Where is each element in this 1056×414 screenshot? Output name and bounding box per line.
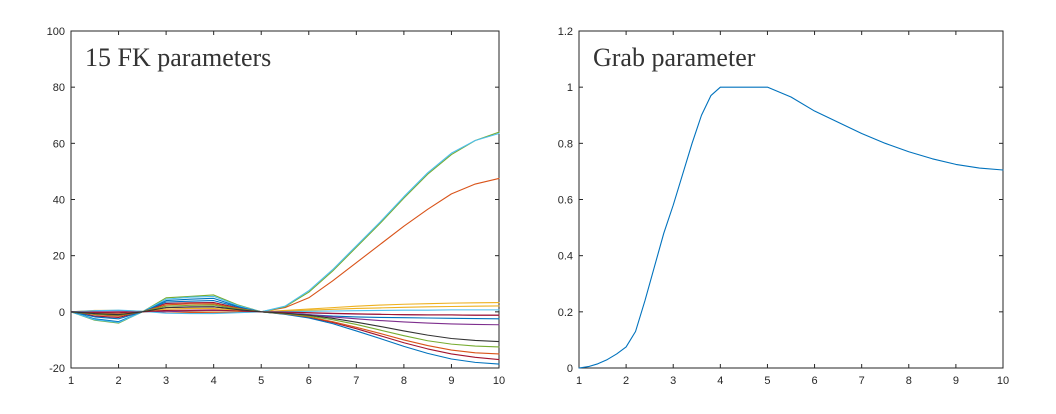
- fk-plot-area: [70, 30, 500, 369]
- grab-series-lines: [578, 86, 1004, 369]
- grab-x-tick-label: 4: [717, 375, 723, 387]
- grab-y-tick-label: 1.2: [558, 26, 573, 38]
- grab-series-line-1: [578, 86, 1004, 369]
- grab-x-tick-label: 9: [953, 375, 959, 387]
- fk-x-tick-label: 7: [353, 375, 359, 387]
- grab-x-tick-label: 5: [764, 375, 770, 387]
- grab-y-tick-label: 0.8: [558, 138, 573, 150]
- grab-x-tick-label: 6: [811, 375, 817, 387]
- grab-y-tick-label: 0.2: [558, 307, 573, 319]
- grab-x-tick-label: 8: [906, 375, 912, 387]
- fk-series-lines: [70, 131, 500, 365]
- fk-x-tick-label: 1: [68, 375, 74, 387]
- fk-x-tick-label: 6: [306, 375, 312, 387]
- fk-axis-ticks: 1 2 3 4 5 6 7 8 9 10 -20 0 20 40 60 80 100: [47, 26, 505, 387]
- grab-y-tick-label: 1: [567, 82, 573, 94]
- grab-plot-area: [578, 30, 1004, 369]
- fk-y-tick-label: 40: [53, 195, 65, 207]
- fk-y-tick-label: -20: [49, 363, 65, 375]
- fk-series-line-15: [70, 306, 500, 343]
- grab-y-tick-label: 0.4: [558, 251, 573, 263]
- grab-x-tick-label: 10: [997, 375, 1009, 387]
- grab-y-tick-label: 0.6: [558, 195, 573, 207]
- grab-axis-ticks: 1 2 3 4 5 6 7 8 9 10 0 0.2 0.4 0.6 0.8 1 1.2: [558, 26, 1009, 387]
- fk-parameters-chart: 1 2 3 4 5 6 7 8 9 10 -20 0 20 40 60 80 100 15 FK paramet…: [47, 26, 505, 387]
- fk-y-tick-label: 60: [53, 138, 65, 150]
- grab-x-tick-label: 1: [576, 375, 582, 387]
- fk-x-tick-label: 5: [258, 375, 264, 387]
- grab-parameter-chart: 1 2 3 4 5 6 7 8 9 10 0 0.2 0.4 0.6 0.8 1 1.2 Grab parame…: [558, 26, 1009, 387]
- grab-x-tick-label: 2: [623, 375, 629, 387]
- grab-x-tick-label: 7: [859, 375, 865, 387]
- fk-y-tick-label: 20: [53, 251, 65, 263]
- grab-y-tick-label: 0: [567, 363, 573, 375]
- grab-x-tick-label: 3: [670, 375, 676, 387]
- fk-series-line-13: [70, 309, 500, 315]
- fk-x-tick-label: 3: [163, 375, 169, 387]
- fk-chart-title: 15 FK parameters: [85, 43, 271, 72]
- fk-y-tick-label: 80: [53, 82, 65, 94]
- fk-x-tick-label: 8: [401, 375, 407, 387]
- fk-x-tick-label: 2: [115, 375, 121, 387]
- fk-y-tick-label: 100: [47, 26, 65, 38]
- grab-chart-title: Grab parameter: [593, 43, 756, 72]
- fk-x-tick-label: 9: [448, 375, 454, 387]
- fk-x-tick-label: 4: [211, 375, 217, 387]
- fk-x-tick-label: 10: [493, 375, 505, 387]
- fk-y-tick-label: 0: [59, 307, 65, 319]
